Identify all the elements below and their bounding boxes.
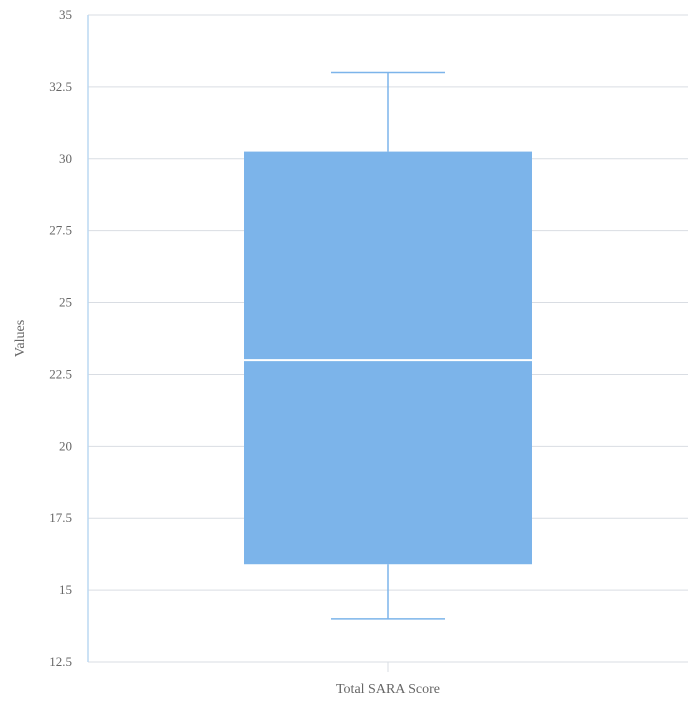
y-tick-label: 15 bbox=[59, 582, 72, 597]
iqr-box bbox=[244, 151, 532, 565]
x-axis-title: Total SARA Score bbox=[336, 682, 440, 697]
y-tick-labels: 12.5 15 17.5 20 22.5 25 27.5 30 32.5 35 bbox=[49, 7, 72, 669]
boxes bbox=[244, 71, 532, 620]
y-tick-label: 35 bbox=[59, 7, 72, 22]
y-tick-label: 30 bbox=[59, 151, 72, 166]
axes bbox=[87, 15, 389, 672]
y-tick-label: 12.5 bbox=[49, 654, 72, 669]
y-tick-label: 22.5 bbox=[49, 366, 72, 381]
y-tick-label: 32.5 bbox=[49, 79, 72, 94]
y-tick-label: 20 bbox=[59, 438, 72, 453]
y-tick-label: 25 bbox=[59, 295, 72, 310]
y-axis-title: Values bbox=[13, 320, 28, 357]
y-tick-label: 17.5 bbox=[49, 510, 72, 525]
y-tick-label: 27.5 bbox=[49, 223, 72, 238]
